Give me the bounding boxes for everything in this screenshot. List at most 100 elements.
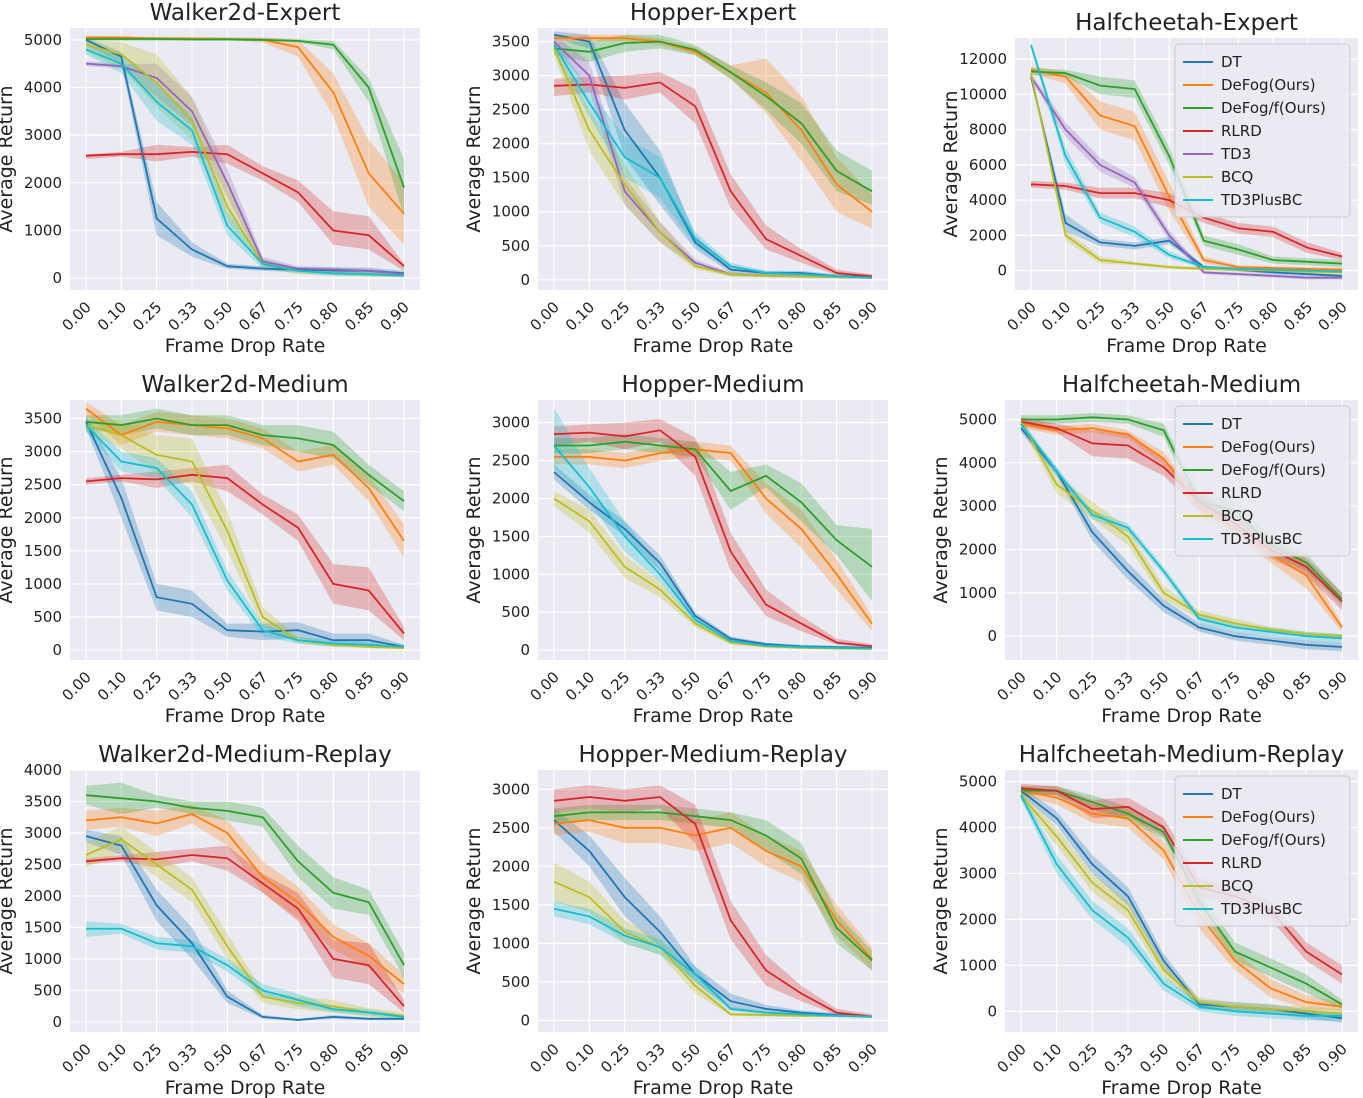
x-tick-label: 0.25 bbox=[1065, 1040, 1101, 1076]
chart-title: Hopper-Medium-Replay bbox=[578, 742, 847, 768]
x-tick-label: 0.33 bbox=[632, 1040, 668, 1076]
confidence-band-td3plusbc bbox=[554, 38, 872, 279]
x-tick-label: 0.25 bbox=[1073, 298, 1109, 334]
y-axis-label: Average Return bbox=[463, 85, 485, 232]
legend-box bbox=[1174, 405, 1351, 557]
series-line-dt bbox=[1020, 789, 1343, 1020]
confidence-band-rlrd bbox=[554, 419, 872, 648]
confidence-band-dt bbox=[86, 37, 404, 276]
x-tick-label: 0.10 bbox=[1038, 298, 1074, 334]
confidence-band-bcq bbox=[86, 826, 404, 1019]
x-tick-label: 0.90 bbox=[844, 668, 880, 704]
x-tick-label: 0.33 bbox=[632, 298, 668, 334]
x-tick-label: 0.00 bbox=[526, 1040, 562, 1076]
y-tick-label: 500 bbox=[501, 973, 530, 991]
confidence-band-defog-ours- bbox=[554, 808, 872, 971]
x-tick-label: 0.00 bbox=[526, 668, 562, 704]
x-tick-label: 0.67 bbox=[235, 668, 271, 704]
series-line-td3plusbc bbox=[1020, 794, 1342, 1017]
chart-title: Halfcheetah-Medium-Replay bbox=[1019, 742, 1344, 768]
series-line-rlrd bbox=[85, 473, 405, 635]
y-axis-label: Average Return bbox=[930, 456, 952, 603]
x-tick-label: 0.10 bbox=[562, 1040, 598, 1076]
x-tick-label: 0.50 bbox=[1136, 1040, 1172, 1076]
y-tick-label: 10000 bbox=[959, 85, 1007, 103]
y-axis-label: Average Return bbox=[463, 827, 485, 974]
x-axis-label: Frame Drop Rate bbox=[633, 1077, 794, 1098]
y-axis-label: Average Return bbox=[930, 827, 952, 974]
series-line-td3plusbc bbox=[85, 48, 405, 277]
x-axis-label: Frame Drop Rate bbox=[165, 335, 326, 357]
x-tick-label: 0.80 bbox=[306, 298, 342, 334]
series-line-td3plusbc bbox=[1030, 44, 1343, 273]
legend: DT DeFog(Ours) DeFog/f(Ours) RLRD TD3 BCQ TD3P… bbox=[1174, 43, 1351, 218]
y-axis-label: Average Return bbox=[940, 90, 962, 237]
legend-entry: BCQ bbox=[1221, 877, 1253, 895]
x-tick-label: 0.75 bbox=[1211, 298, 1247, 334]
y-tick-label: 2500 bbox=[24, 476, 62, 494]
y-tick-label: 1000 bbox=[959, 584, 997, 602]
y-tick-label: 4000 bbox=[24, 79, 62, 97]
confidence-band-td3plusbc bbox=[1021, 419, 1342, 643]
y-tick-label: 1000 bbox=[24, 575, 62, 593]
x-tick-label: 0.67 bbox=[1172, 668, 1208, 704]
y-axis-label: Average Return bbox=[463, 456, 485, 603]
x-tick-label: 0.67 bbox=[703, 668, 739, 704]
confidence-band-td3plusbc bbox=[1021, 790, 1342, 1021]
x-tick-label: 0.25 bbox=[597, 1040, 633, 1076]
x-tick-label: 0.67 bbox=[235, 298, 271, 334]
y-tick-label: 2000 bbox=[492, 135, 530, 153]
subplot-2: 0 500 1000 1500 2000 2500 3000 3500 0.000.100.25… bbox=[463, 0, 888, 357]
confidence-band-rlrd bbox=[86, 464, 404, 641]
x-tick-label: 0.75 bbox=[270, 298, 306, 334]
y-tick-label: 500 bbox=[501, 237, 530, 255]
legend-box bbox=[1174, 43, 1351, 218]
series-line-td3plusbc bbox=[553, 444, 873, 650]
y-tick-label: 2000 bbox=[959, 910, 997, 928]
y-tick-label: 2000 bbox=[24, 509, 62, 527]
series-line-td3plusbc bbox=[85, 424, 405, 648]
legend: DT DeFog(Ours) DeFog/f(Ours) RLRD BCQ TD3Plus… bbox=[1174, 775, 1351, 927]
x-tick-label: 0.50 bbox=[1142, 298, 1178, 334]
legend-entry: DeFog(Ours) bbox=[1221, 808, 1316, 826]
y-tick-label: 1000 bbox=[492, 934, 530, 952]
confidence-band-td3plusbc bbox=[86, 44, 404, 278]
y-tick-label: 4000 bbox=[969, 191, 1007, 209]
y-tick-label: 2500 bbox=[492, 101, 530, 119]
confidence-band-rlrd bbox=[86, 144, 404, 271]
legend-box bbox=[1174, 775, 1351, 927]
y-tick-label: 3000 bbox=[959, 864, 997, 882]
x-tick-label: 0.00 bbox=[58, 1040, 94, 1076]
series-line-defog-f-ours- bbox=[86, 38, 405, 188]
subplot-4: 0 500 1000 1500 2000 2500 3000 3500 0.000.100.25… bbox=[0, 372, 420, 727]
y-tick-label: 3500 bbox=[492, 33, 530, 51]
x-tick-label: 0.25 bbox=[597, 668, 633, 704]
y-tick-label: 1000 bbox=[24, 950, 62, 968]
subplot-8: 0 500 1000 1500 2000 2500 3000 0.000.100.250.33… bbox=[463, 742, 888, 1098]
x-tick-label: 0.80 bbox=[774, 1040, 810, 1076]
x-tick-label: 0.75 bbox=[738, 1040, 774, 1076]
legend-entry: RLRD bbox=[1221, 484, 1262, 502]
x-tick-label: 0.25 bbox=[129, 668, 165, 704]
x-tick-label: 0.85 bbox=[809, 668, 845, 704]
y-tick-label: 5000 bbox=[959, 772, 997, 790]
legend-entry: TD3PlusBC bbox=[1220, 900, 1302, 918]
y-tick-label: 3000 bbox=[492, 414, 530, 432]
x-tick-label: 0.85 bbox=[809, 1040, 845, 1076]
x-tick-label: 0.10 bbox=[562, 668, 598, 704]
x-tick-label: 0.90 bbox=[844, 298, 880, 334]
chart-title: Walker2d-Medium bbox=[141, 372, 348, 398]
y-tick-label: 500 bbox=[501, 603, 530, 621]
y-tick-label: 4000 bbox=[959, 454, 997, 472]
y-tick-label: 0 bbox=[52, 641, 62, 659]
x-tick-label: 0.90 bbox=[376, 1040, 412, 1076]
x-tick-label: 0.50 bbox=[200, 1040, 236, 1076]
x-tick-label: 0.33 bbox=[164, 668, 200, 704]
confidence-band-td3plusbc bbox=[86, 921, 404, 1019]
confidence-band-defog-f-ours- bbox=[554, 434, 872, 601]
x-tick-label: 0.85 bbox=[809, 298, 845, 334]
x-tick-label: 0.50 bbox=[668, 298, 704, 334]
series-line-td3plusbc bbox=[553, 44, 873, 279]
y-tick-label: 5000 bbox=[24, 31, 62, 49]
